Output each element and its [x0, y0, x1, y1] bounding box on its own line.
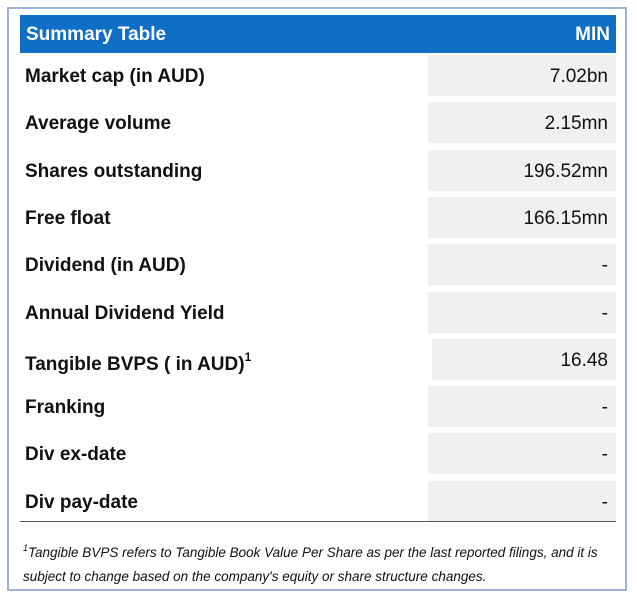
row-label: Dividend (in AUD): [25, 255, 186, 277]
row-value: -: [601, 444, 608, 466]
value-cell: 16.48: [432, 338, 616, 380]
footnote: 1Tangible BVPS refers to Tangible Book V…: [23, 536, 619, 589]
row-label-text: Div pay-date: [25, 491, 138, 513]
row-value: -: [601, 255, 608, 277]
value-cell: 2.15mn: [428, 102, 616, 144]
row-label: Free float: [25, 208, 111, 230]
row-label-text: Free float: [25, 207, 111, 229]
row-value: 2.15mn: [544, 113, 608, 135]
row-value: 7.02bn: [549, 66, 608, 87]
row-label-text: Dividend (in AUD): [25, 255, 186, 277]
header-title: Summary Table: [26, 24, 167, 45]
row-label: Average volume: [25, 113, 171, 135]
value-cell: 196.52mn: [428, 149, 616, 191]
table-row: Shares outstanding 196.52mn: [20, 149, 616, 191]
row-value: -: [601, 302, 608, 324]
table-row: Div ex-date -: [20, 433, 616, 475]
table-row: Average volume 2.15mn: [20, 102, 616, 144]
row-label-text: Average volume: [25, 113, 172, 135]
value-cell: -: [428, 244, 616, 286]
row-value: 16.48: [560, 349, 608, 371]
row-value: 196.52mn: [523, 160, 608, 182]
table-row: Annual Dividend Yield -: [20, 291, 616, 333]
value-cell: -: [428, 386, 616, 428]
row-label: Annual Dividend Yield: [25, 303, 225, 325]
row-label: Div pay-date: [25, 492, 138, 514]
footnote-marker: 1: [23, 543, 29, 553]
row-label-text: Tangible BVPS ( in AUD): [25, 353, 245, 375]
row-label: Tangible BVPS ( in AUD)1: [25, 350, 251, 376]
footnote-ref: 1: [244, 349, 252, 364]
row-label: Franking: [25, 397, 105, 419]
table-row: Market cap (in AUD) 7.02bn: [20, 55, 616, 96]
table-row: Tangible BVPS ( in AUD)1 16.48: [20, 338, 616, 380]
table-header: Summary Table MIN: [20, 15, 616, 53]
footnote-text: Tangible BVPS refers to Tangible Book Va…: [23, 545, 598, 584]
value-cell: 7.02bn: [428, 55, 616, 96]
row-value: -: [601, 491, 608, 513]
table-row: Div pay-date -: [20, 480, 616, 522]
value-cell: -: [428, 291, 616, 333]
row-value: 166.15mn: [523, 207, 608, 229]
footnote-rule: [20, 521, 616, 522]
summary-table: Summary Table MIN Market cap (in AUD) 7.0…: [7, 7, 627, 591]
value-cell: 166.15mn: [428, 196, 616, 238]
row-label: Market cap (in AUD): [25, 66, 205, 88]
row-label-text: Market cap (in AUD): [25, 66, 205, 87]
header-ticker: MIN: [575, 24, 610, 45]
row-label: Div ex-date: [25, 444, 126, 466]
row-label-text: Annual Dividend Yield: [25, 302, 225, 324]
row-value: -: [601, 397, 608, 419]
table-row: Dividend (in AUD) -: [20, 244, 616, 286]
value-cell: -: [428, 433, 616, 475]
row-label: Shares outstanding: [25, 161, 202, 183]
row-label-text: Franking: [25, 397, 106, 419]
table-row: Free float 166.15mn: [20, 196, 616, 238]
table-row: Franking -: [20, 386, 616, 428]
row-label-text: Shares outstanding: [25, 160, 203, 182]
row-label-text: Div ex-date: [25, 444, 127, 466]
value-cell: -: [428, 480, 616, 522]
